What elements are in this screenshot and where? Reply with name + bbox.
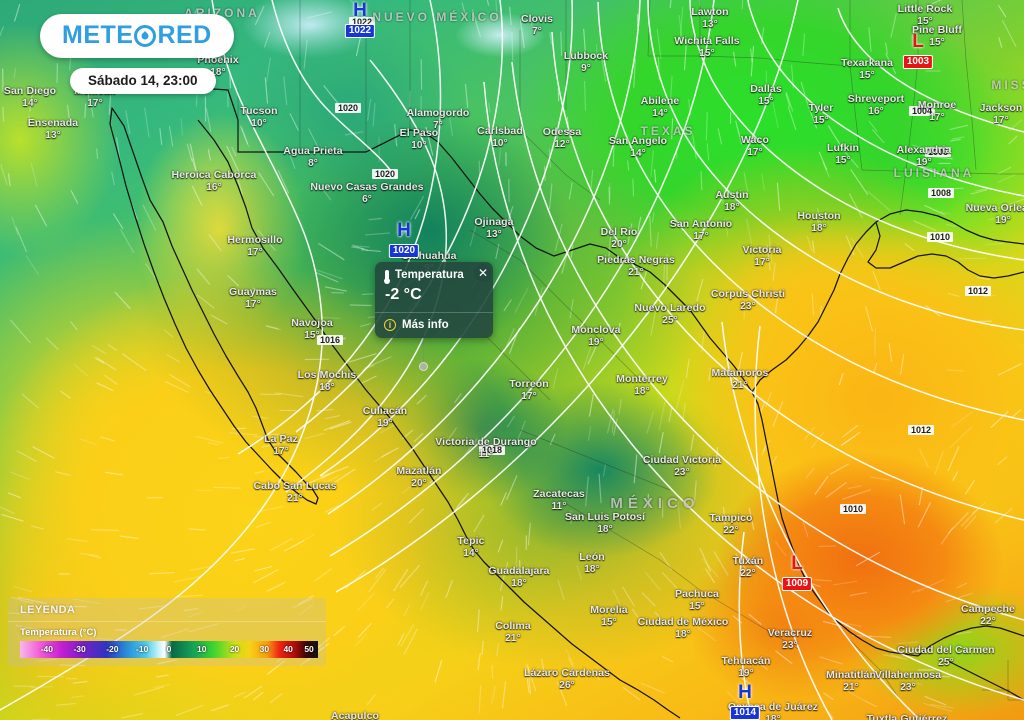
logo-text-part1: METE: [62, 21, 134, 49]
thermometer-icon: [384, 270, 390, 284]
legend-tick: 50: [304, 644, 314, 654]
legend-tick: -40: [40, 644, 53, 654]
tooltip-divider: [375, 312, 493, 313]
legend-tick: -20: [106, 644, 119, 654]
legend-tick: 40: [283, 644, 293, 654]
temperature-color-scale[interactable]: -40 -30 -20 -10 0 10 20 30 40 50: [20, 641, 318, 658]
meteored-logo[interactable]: METE RED: [40, 14, 234, 58]
legend-tick: 0: [166, 644, 172, 654]
tooltip-label: Temperatura: [395, 269, 464, 281]
info-icon: i: [384, 319, 396, 331]
legend-subtitle: Temperatura (°C): [20, 627, 97, 638]
legend-tick: 30: [259, 644, 270, 654]
tooltip-header-row: Temperatura: [384, 269, 484, 284]
map-point-marker[interactable]: [419, 362, 428, 371]
logo-text-part2: RED: [157, 21, 212, 49]
tooltip-value: -2 °C: [385, 286, 422, 303]
legend-tick: 20: [229, 644, 240, 654]
temperature-tooltip: Temperatura -2 °C i Más info: [375, 262, 493, 338]
timestamp-pill[interactable]: Sábado 14, 23:00: [70, 68, 216, 94]
legend-tick: 10: [197, 644, 207, 654]
legend-panel: LEYENDA Temperatura (°C) -40 -30 -20 -10 0 10…: [8, 598, 326, 666]
water-drop-icon: [134, 24, 157, 47]
legend-tick: -10: [136, 644, 149, 654]
more-info-label: Más info: [402, 319, 449, 331]
logo-wordmark: METE RED: [62, 21, 212, 50]
close-icon[interactable]: ✕: [474, 264, 492, 282]
tooltip-leader-line: [423, 325, 424, 363]
more-info-button[interactable]: i Más info: [375, 313, 493, 338]
legend-title: LEYENDA: [8, 598, 326, 622]
tooltip-body: Temperatura -2 °C: [375, 262, 493, 312]
legend-tick: -30: [73, 644, 86, 654]
